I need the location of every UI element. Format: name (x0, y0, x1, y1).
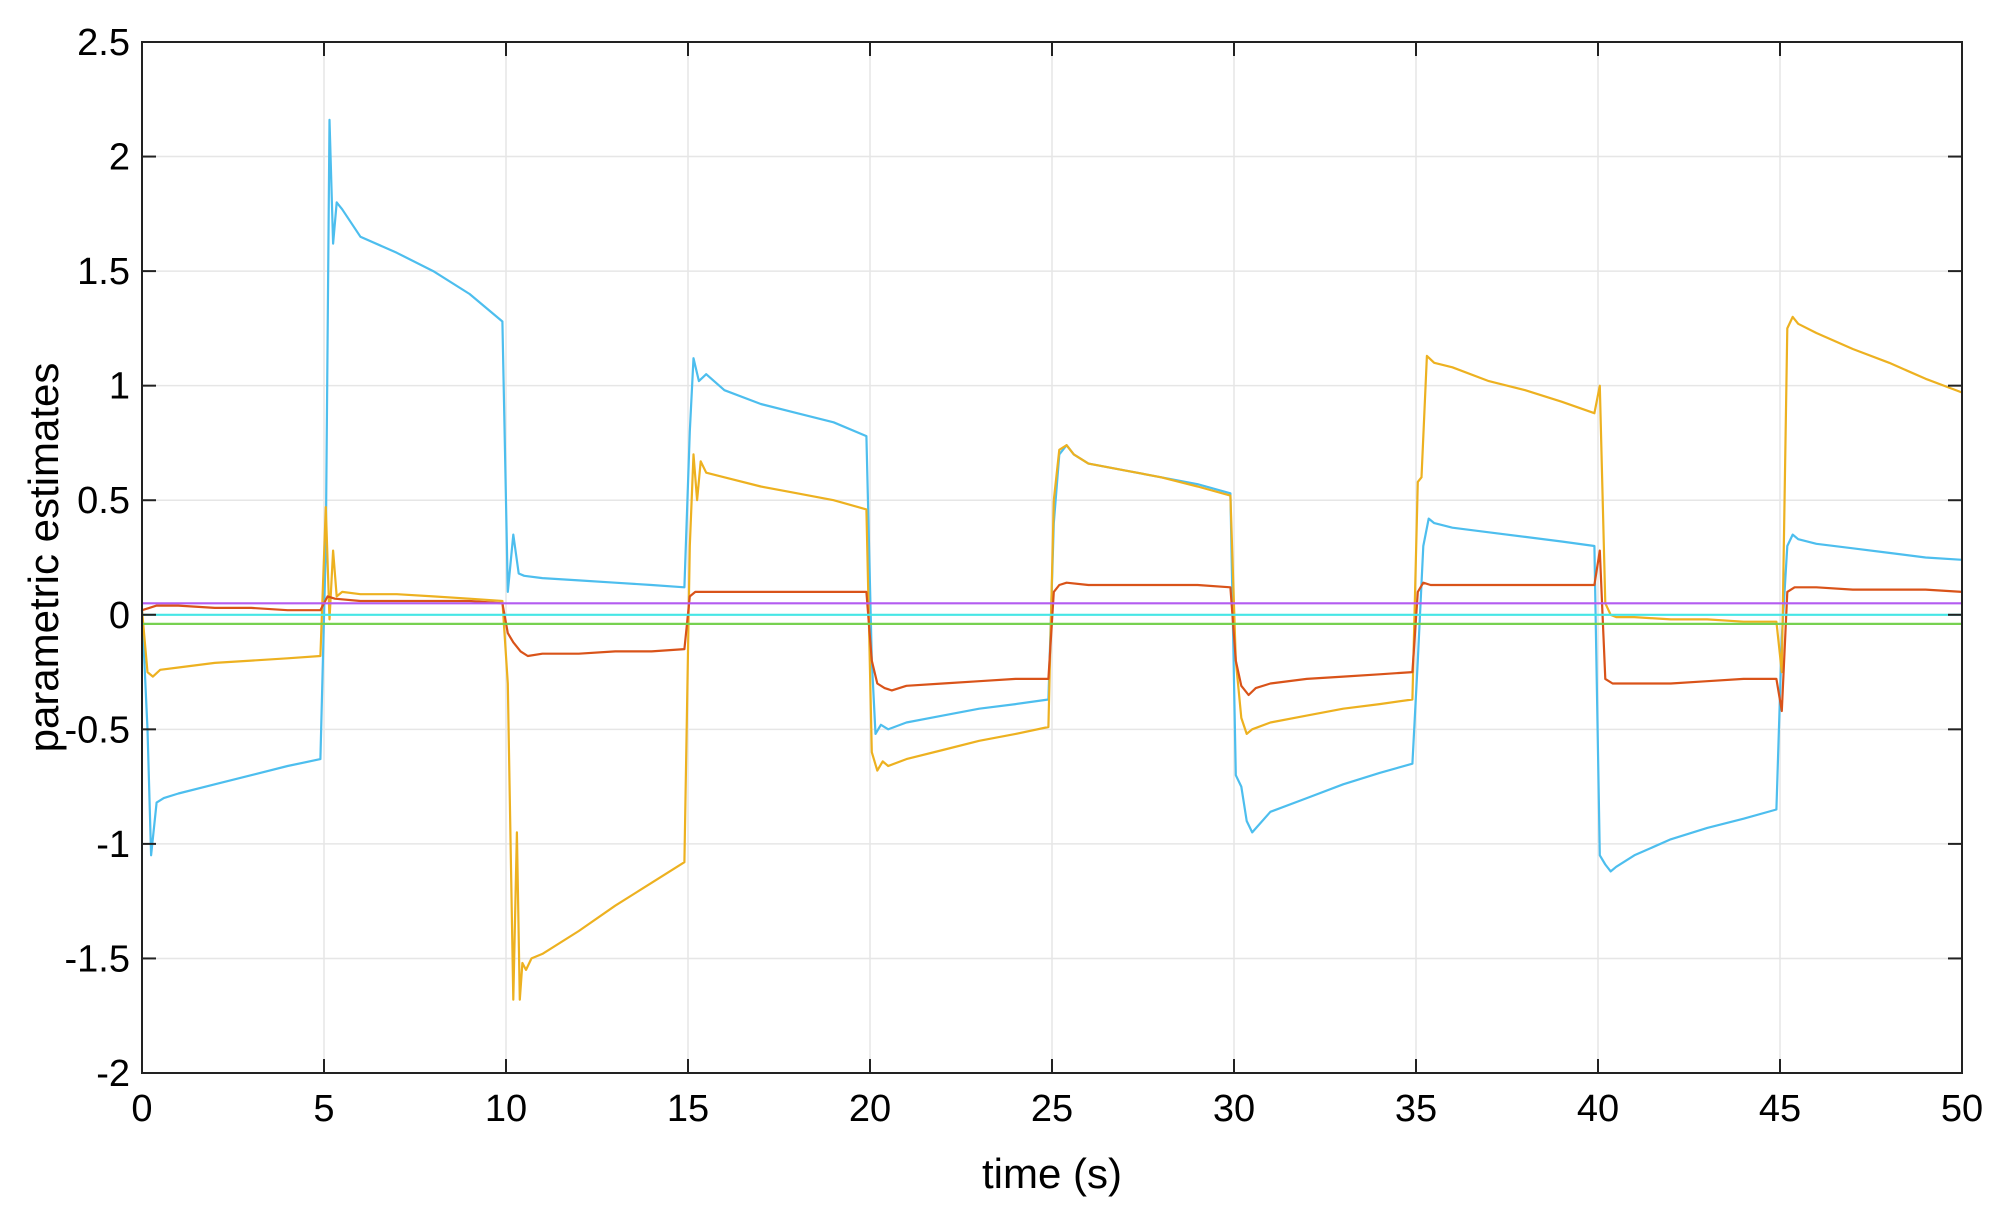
y-tick-label: 0.5 (77, 480, 130, 522)
tick-layer (141, 41, 1963, 1074)
series-line-2 (140, 315, 1963, 1001)
x-tick-label: 45 (1759, 1088, 1801, 1130)
x-tick-label: 15 (667, 1088, 709, 1130)
x-tick-label: 40 (1577, 1088, 1619, 1130)
y-tick-label: 2 (109, 137, 130, 179)
y-tick-label: 1 (109, 366, 130, 408)
series-line-1 (140, 118, 1963, 873)
x-tick-label: 10 (485, 1088, 527, 1130)
y-tick-label: -1 (96, 824, 130, 866)
x-tick-label: 0 (131, 1088, 152, 1130)
x-axis-title: time (s) (982, 1150, 1122, 1197)
y-tick-label: -1.5 (65, 938, 130, 980)
x-tick-label: 30 (1213, 1088, 1255, 1130)
series-line-3 (141, 549, 1963, 713)
x-tick-label: 5 (313, 1088, 334, 1130)
x-tick-label: 50 (1941, 1088, 1983, 1130)
y-tick-label: 1.5 (77, 251, 130, 293)
y-tick-label: 0 (109, 595, 130, 637)
x-tick-label: 25 (1031, 1088, 1073, 1130)
x-tick-label: 20 (849, 1088, 891, 1130)
y-tick-label: -0.5 (65, 709, 130, 751)
y-tick-label: 2.5 (77, 22, 130, 64)
y-axis-title: parametric estimates (20, 363, 67, 753)
y-tick-label: -2 (96, 1053, 130, 1095)
label-layer: 0 5 10 15 20 25 30 35 40 45 50 -2 -1.5 -1 -0.5 0 0.5 1 1.5… (65, 22, 1984, 1130)
series-layer (140, 118, 1963, 1001)
x-tick-label: 35 (1395, 1088, 1437, 1130)
